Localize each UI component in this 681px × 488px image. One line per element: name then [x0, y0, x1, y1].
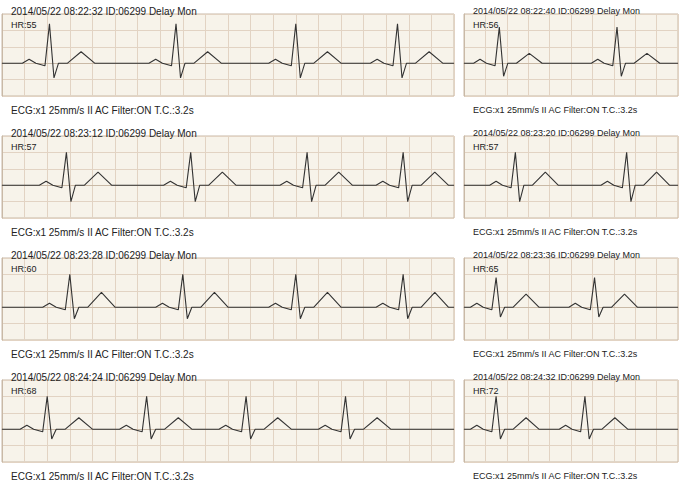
svg-text:HR:57: HR:57 [473, 142, 499, 152]
svg-text:2014/05/22 08:24:24 ID:06299 D: 2014/05/22 08:24:24 ID:06299 Delay Mon [11, 372, 197, 383]
svg-text:ECG:x1 25mm/s II AC Filter:ON: ECG:x1 25mm/s II AC Filter:ON T.C.:3.2s [473, 105, 638, 115]
svg-text:ECG:x1 25mm/s II AC Filter:ON: ECG:x1 25mm/s II AC Filter:ON T.C.:3.2s [11, 349, 194, 360]
svg-text:ECG:x1 25mm/s II AC Filter:ON: ECG:x1 25mm/s II AC Filter:ON T.C.:3.2s [473, 349, 638, 359]
svg-text:2014/05/22 08:23:12 ID:06299 D: 2014/05/22 08:23:12 ID:06299 Delay Mon [11, 128, 197, 139]
svg-text:2014/05/22 08:22:32 ID:06299 D: 2014/05/22 08:22:32 ID:06299 Delay Mon [11, 6, 197, 17]
svg-text:ECG:x1 25mm/s II AC Filter:ON: ECG:x1 25mm/s II AC Filter:ON T.C.:3.2s [11, 227, 194, 238]
svg-text:2014/05/22 08:23:28 ID:06299 D: 2014/05/22 08:23:28 ID:06299 Delay Mon [11, 250, 197, 261]
svg-text:HR:65: HR:65 [473, 264, 499, 274]
svg-text:ECG:x1 25mm/s II AC Filter:ON: ECG:x1 25mm/s II AC Filter:ON T.C.:3.2s [11, 105, 194, 116]
svg-text:2014/05/22 08:23:20 ID:06299 D: 2014/05/22 08:23:20 ID:06299 Delay Mon [473, 128, 640, 138]
svg-text:HR:55: HR:55 [11, 20, 37, 30]
svg-text:HR:60: HR:60 [11, 264, 37, 274]
svg-text:HR:72: HR:72 [473, 386, 499, 396]
svg-text:2014/05/22 08:22:40 ID:06299 D: 2014/05/22 08:22:40 ID:06299 Delay Mon [473, 6, 640, 16]
svg-text:ECG:x1 25mm/s II AC Filter:ON: ECG:x1 25mm/s II AC Filter:ON T.C.:3.2s [11, 471, 194, 482]
svg-text:HR:56: HR:56 [473, 20, 499, 30]
svg-text:HR:68: HR:68 [11, 386, 37, 396]
svg-text:2014/05/22 08:23:36 ID:06299 D: 2014/05/22 08:23:36 ID:06299 Delay Mon [473, 250, 640, 260]
svg-text:ECG:x1 25mm/s II AC Filter:ON: ECG:x1 25mm/s II AC Filter:ON T.C.:3.2s [473, 227, 638, 237]
svg-text:ECG:x1 25mm/s II AC Filter:ON: ECG:x1 25mm/s II AC Filter:ON T.C.:3.2s [473, 471, 638, 481]
svg-text:HR:57: HR:57 [11, 142, 37, 152]
svg-text:2014/05/22 08:24:32 ID:06299 D: 2014/05/22 08:24:32 ID:06299 Delay Mon [473, 372, 640, 382]
